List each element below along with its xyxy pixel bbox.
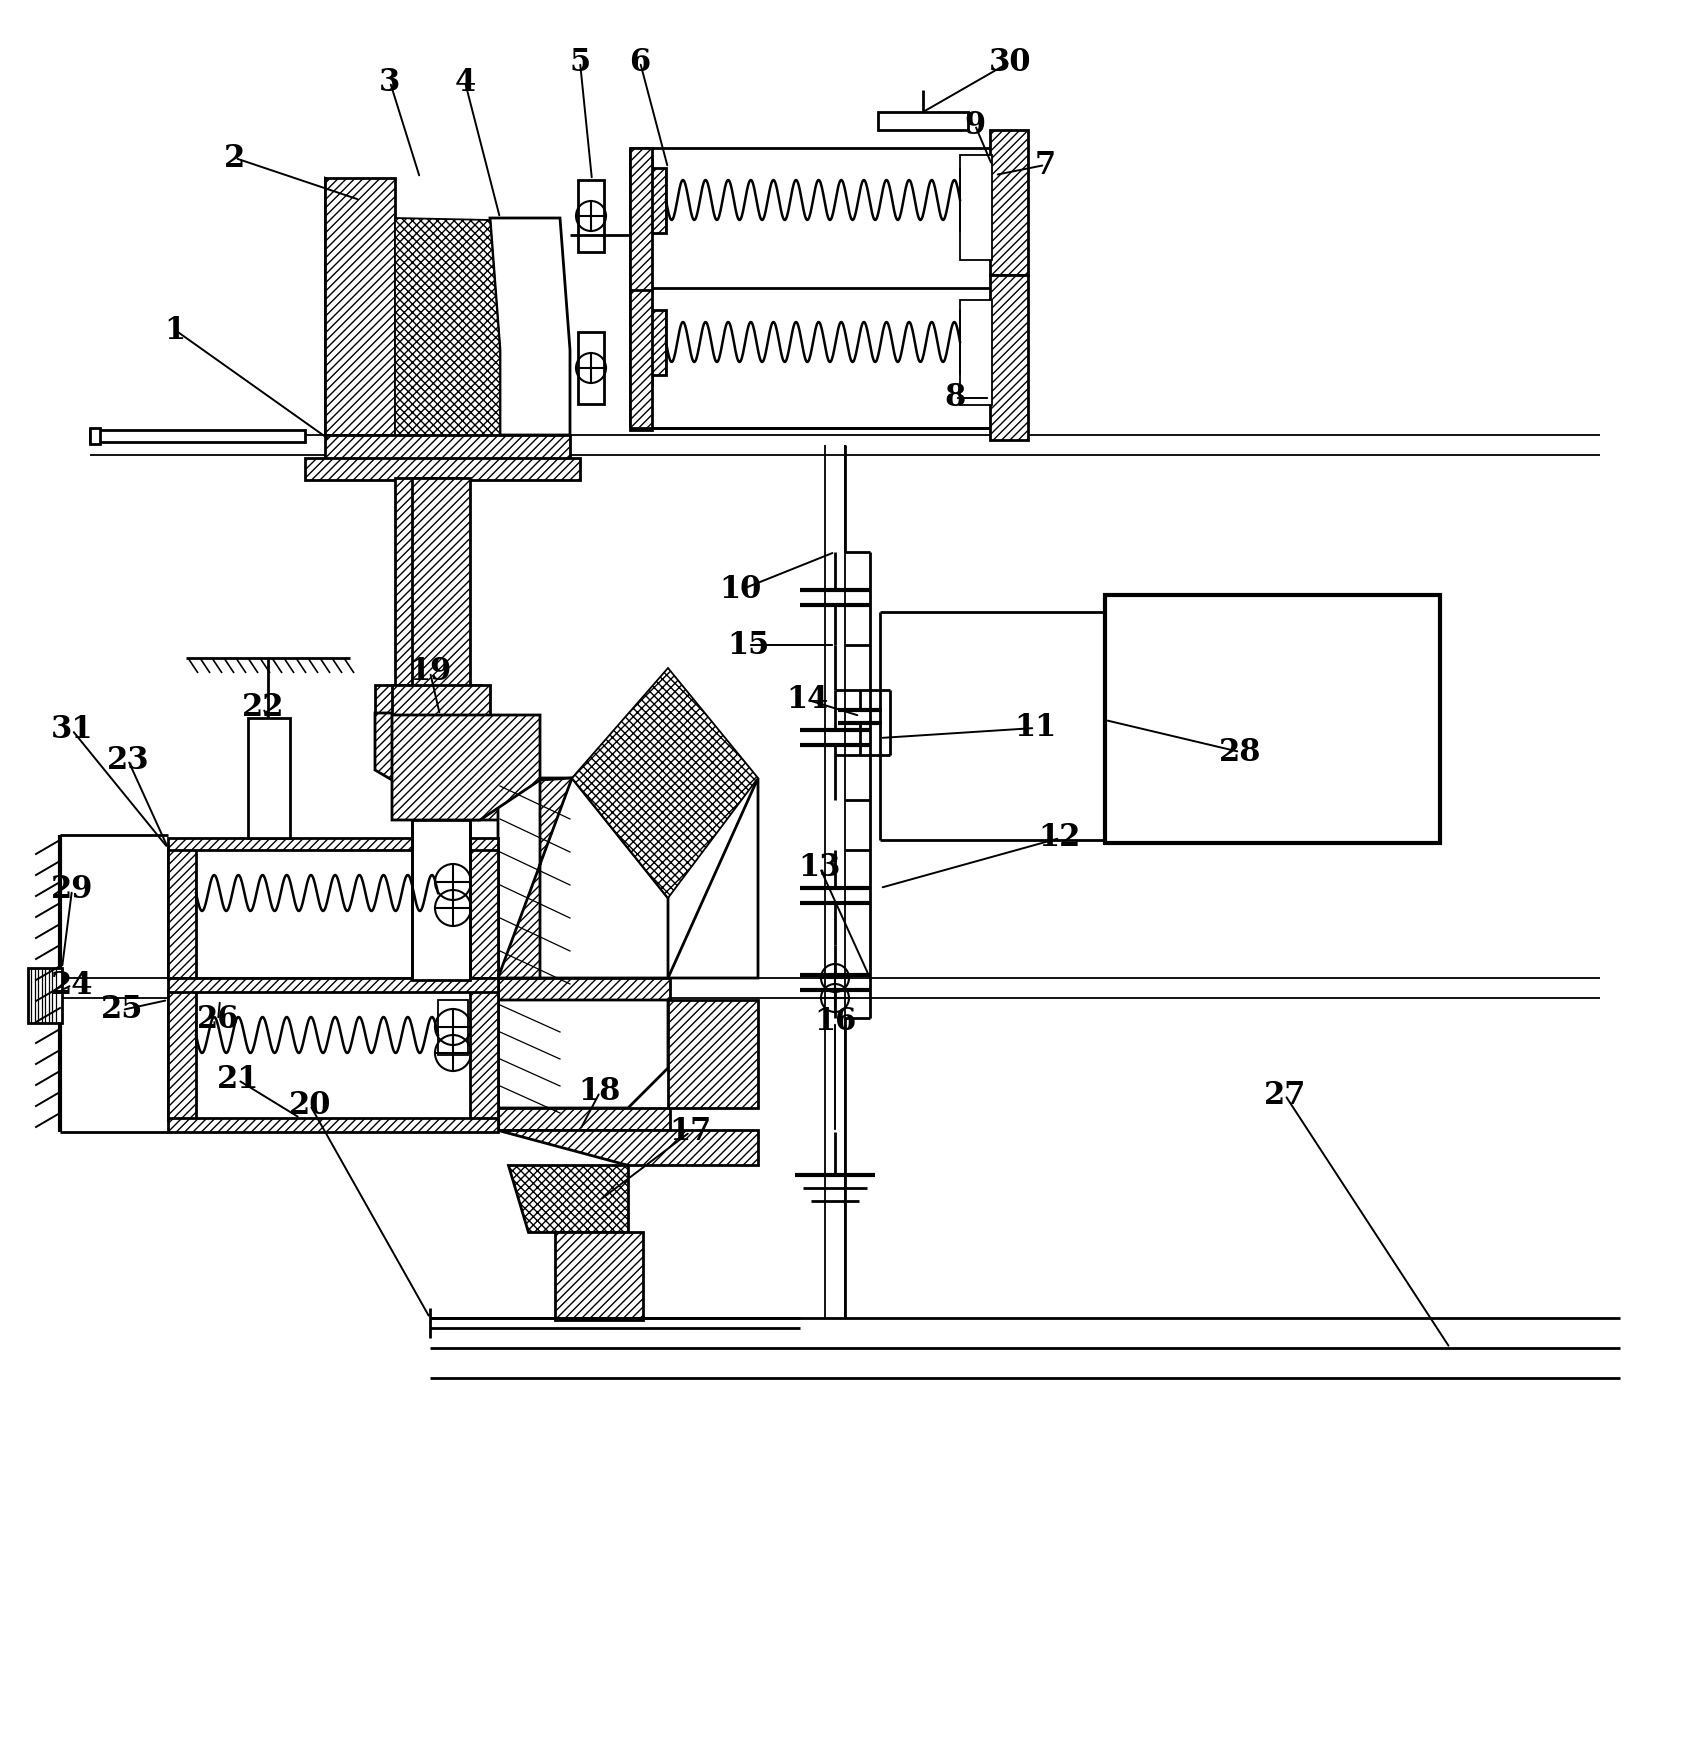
- Text: 1: 1: [165, 314, 185, 346]
- Polygon shape: [375, 713, 540, 820]
- Bar: [392, 684, 489, 714]
- Bar: [168, 838, 498, 850]
- Text: 6: 6: [629, 46, 651, 78]
- Bar: [878, 111, 967, 131]
- Bar: [498, 1108, 669, 1131]
- Text: 12: 12: [1038, 822, 1080, 854]
- Bar: [437, 856, 468, 910]
- Bar: [168, 977, 498, 991]
- Bar: [648, 168, 666, 233]
- Bar: [304, 459, 580, 480]
- Text: 18: 18: [579, 1076, 621, 1108]
- Text: 19: 19: [409, 656, 451, 688]
- Text: 25: 25: [101, 995, 143, 1025]
- Bar: [498, 977, 669, 1000]
- Bar: [247, 718, 289, 838]
- Bar: [629, 289, 651, 430]
- Bar: [168, 990, 498, 1120]
- Text: 27: 27: [1263, 1080, 1305, 1111]
- Polygon shape: [498, 778, 668, 977]
- Bar: [629, 161, 651, 226]
- Bar: [168, 848, 498, 977]
- Text: 13: 13: [799, 852, 841, 884]
- Bar: [989, 131, 1028, 275]
- Bar: [469, 990, 498, 1120]
- Bar: [959, 155, 991, 259]
- Text: 29: 29: [50, 875, 93, 905]
- Bar: [1105, 594, 1440, 843]
- Text: 17: 17: [668, 1117, 711, 1148]
- Bar: [629, 148, 651, 291]
- Bar: [629, 319, 651, 385]
- Polygon shape: [325, 178, 395, 436]
- Text: 28: 28: [1218, 737, 1260, 767]
- Text: 15: 15: [727, 630, 769, 660]
- Bar: [648, 310, 666, 376]
- Polygon shape: [498, 1000, 668, 1108]
- Text: 2: 2: [224, 143, 246, 173]
- Bar: [29, 968, 62, 1023]
- Polygon shape: [498, 1131, 757, 1164]
- Polygon shape: [668, 778, 757, 977]
- Text: 21: 21: [217, 1064, 259, 1095]
- Bar: [395, 478, 459, 688]
- Text: 11: 11: [1013, 713, 1056, 743]
- Text: 20: 20: [289, 1090, 331, 1120]
- Text: 7: 7: [1034, 150, 1055, 180]
- Text: 26: 26: [197, 1004, 239, 1035]
- Bar: [325, 178, 395, 436]
- Text: 30: 30: [987, 46, 1031, 78]
- Text: 23: 23: [106, 744, 150, 776]
- Text: 24: 24: [50, 970, 93, 1000]
- Text: 14: 14: [787, 684, 829, 716]
- Bar: [469, 848, 498, 977]
- Polygon shape: [668, 1000, 757, 1108]
- Text: 9: 9: [964, 109, 986, 141]
- Bar: [325, 436, 570, 460]
- Bar: [577, 332, 604, 404]
- Bar: [437, 1000, 468, 1055]
- Text: 22: 22: [242, 693, 284, 723]
- Text: 8: 8: [944, 383, 965, 413]
- Polygon shape: [489, 219, 570, 436]
- Bar: [989, 275, 1028, 439]
- Bar: [168, 990, 195, 1120]
- Bar: [168, 1118, 498, 1132]
- Text: 3: 3: [378, 67, 400, 97]
- Text: 16: 16: [814, 1007, 856, 1037]
- Text: 31: 31: [50, 714, 93, 746]
- Bar: [555, 1231, 643, 1319]
- Text: 4: 4: [454, 67, 476, 97]
- Bar: [412, 820, 469, 981]
- Bar: [89, 430, 304, 443]
- Bar: [375, 684, 479, 713]
- Polygon shape: [392, 714, 540, 820]
- Bar: [577, 180, 604, 252]
- Polygon shape: [572, 669, 757, 898]
- Polygon shape: [498, 778, 572, 977]
- Bar: [168, 848, 195, 977]
- Text: 5: 5: [569, 46, 590, 78]
- Text: 10: 10: [718, 575, 760, 605]
- Bar: [89, 429, 99, 445]
- Polygon shape: [508, 1164, 627, 1231]
- Bar: [412, 478, 469, 686]
- Bar: [959, 300, 991, 406]
- Polygon shape: [395, 219, 500, 436]
